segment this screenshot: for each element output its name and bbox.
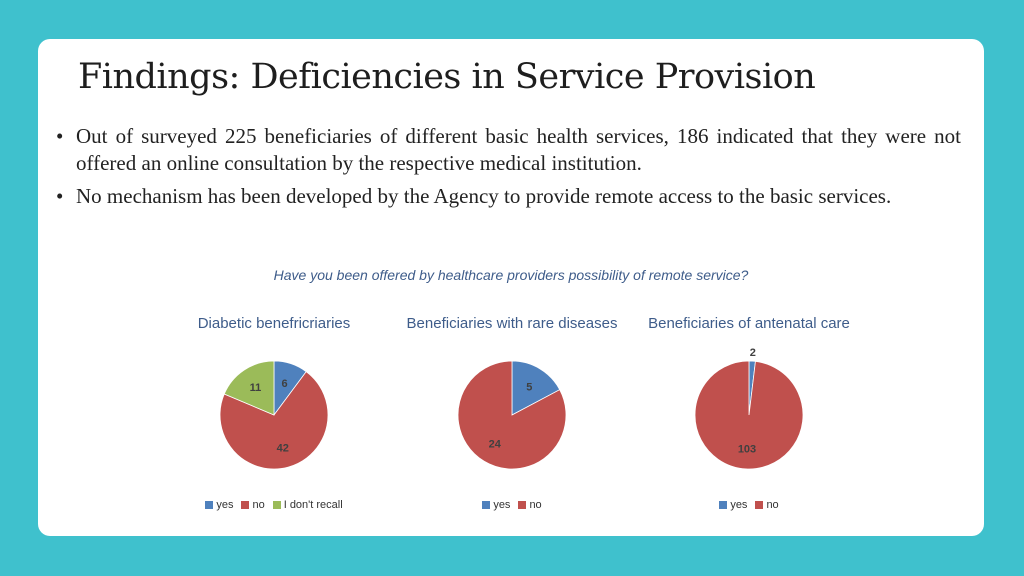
legend-label: I don't recall [283,499,343,511]
legend-item: yes [719,499,747,511]
data-label: 6 [281,378,287,390]
data-label: 5 [526,381,532,393]
legend-swatch [205,501,214,509]
bullet-item: • Out of surveyed 225 beneficiaries of d… [56,123,961,177]
bullet-item: • No mechanism has been developed by the… [56,183,961,210]
data-label: 103 [738,443,756,455]
chart-title: Diabetic benefricriaries [197,315,351,332]
data-label: 24 [489,439,502,451]
legend-label: no [529,499,542,511]
chart-legend: yes no [392,499,632,511]
legend-swatch [272,501,281,509]
chart-title: Beneficiaries of antenatal care [648,315,850,332]
pie-slice-no [457,360,567,470]
pie-chart-rare-diseases: Beneficiaries with rare diseases 5 24 yes… [392,315,632,525]
slide-card: Findings: Deficiencies in Service Provis… [38,39,984,536]
chart-legend: yes no [629,499,869,511]
survey-question: Have you been offered by healthcare prov… [273,267,749,283]
bullet-symbol: • [56,184,64,208]
legend-swatch [518,501,527,509]
data-label: 11 [250,382,262,394]
data-label: 2 [750,347,756,359]
legend-item: no [241,499,265,511]
legend-swatch [755,501,764,509]
data-label: 42 [277,442,289,454]
legend-item: yes [205,499,233,511]
legend-label: yes [493,499,511,511]
legend-label: yes [730,499,748,511]
bullet-text: No mechanism has been developed by the A… [76,184,892,208]
legend-item: yes [482,499,510,511]
legend-swatch [719,501,728,509]
slide-title: Findings: Deficiencies in Service Provis… [78,57,816,97]
bullet-text: Out of surveyed 225 beneficiaries of dif… [76,124,961,175]
pie-chart-diabetic: Diabetic benefricriaries 6 42 11 yes no I do… [154,315,394,525]
pie-svg: 6 42 11 [219,360,329,470]
legend-label: no [766,499,779,511]
pie-slice-no [694,360,804,470]
legend-label: yes [216,499,234,511]
legend-item: I don't recall [272,499,343,511]
chart-title: Beneficiaries with rare diseases [406,315,618,332]
legend-item: no [755,499,779,511]
pie-chart-antenatal: Beneficiaries of antenatal care 2 103 yes… [629,315,869,525]
pie-svg: 5 24 [457,360,567,470]
pie-slice-i-don-t-recall [223,360,275,416]
pie-svg: 2 103 [694,347,804,470]
legend-swatch [482,501,491,509]
legend-swatch [241,501,250,509]
pie-slice-no [219,371,329,470]
pie-slice-yes [511,360,561,416]
legend-label: no [252,499,265,511]
bullet-list: • Out of surveyed 225 beneficiaries of d… [56,123,961,216]
chart-legend: yes no I don't recall [154,499,394,511]
legend-item: no [518,499,542,511]
bullet-symbol: • [56,124,64,148]
